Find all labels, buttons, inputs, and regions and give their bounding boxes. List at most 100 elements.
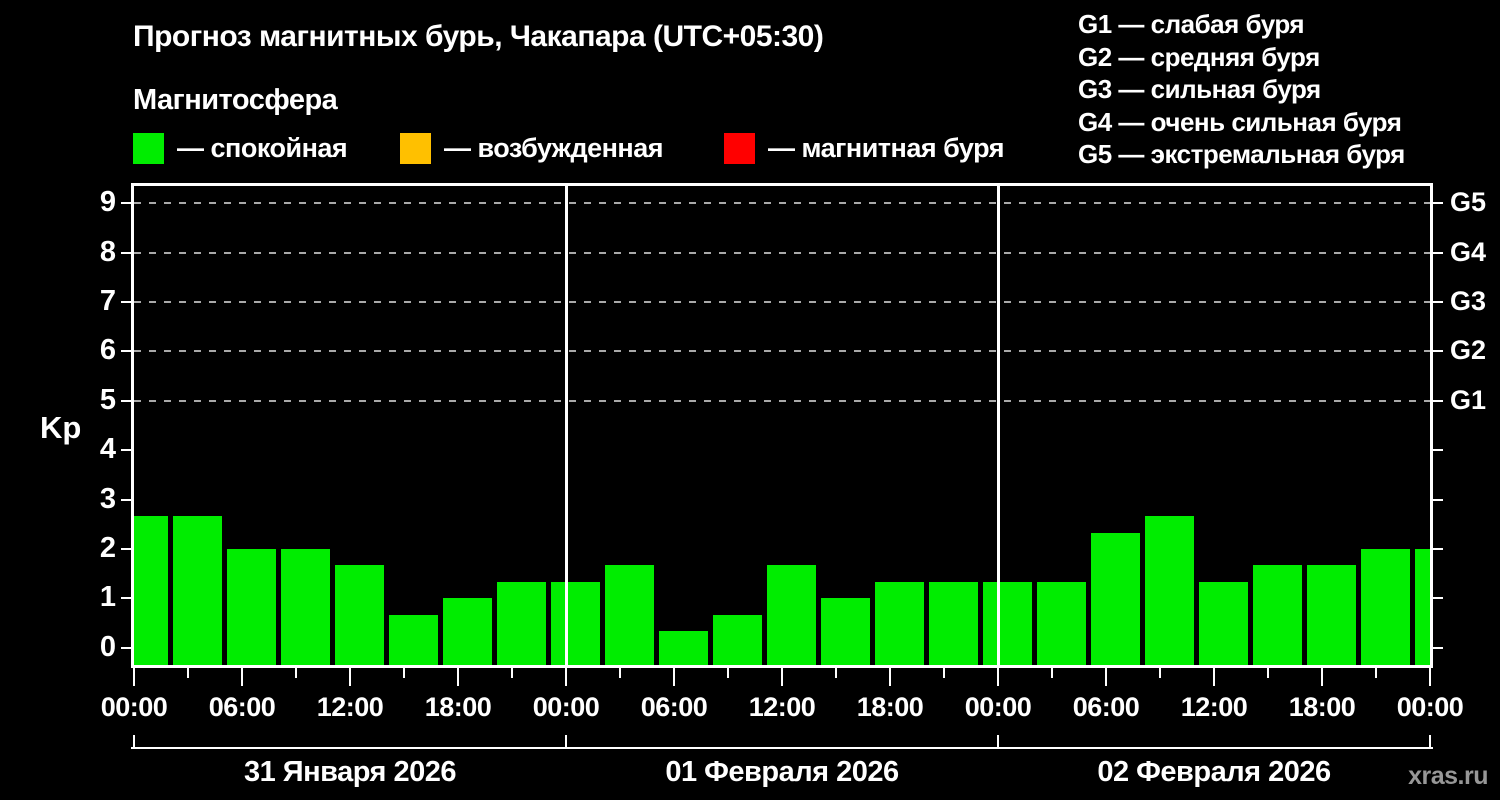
right-axis-tick bbox=[1433, 498, 1443, 501]
x-axis-minor-tick bbox=[295, 668, 297, 678]
y-axis-tick-label: 6 bbox=[99, 334, 116, 367]
x-axis-minor-tick bbox=[187, 668, 189, 678]
x-axis-major-tick bbox=[1105, 668, 1107, 686]
kp-bar bbox=[496, 582, 546, 665]
watermark: xras.ru bbox=[1408, 762, 1488, 790]
y-axis-tick bbox=[121, 646, 131, 649]
page-title: Прогноз магнитных бурь, Чакапара (UTC+05… bbox=[133, 20, 824, 53]
kp-gridline bbox=[134, 202, 1430, 205]
kp-bar bbox=[226, 548, 276, 665]
kp-gridline bbox=[134, 350, 1430, 353]
day-bracket-tick bbox=[997, 735, 999, 747]
kp-bar bbox=[766, 565, 816, 665]
x-axis-time-label: 12:00 bbox=[316, 692, 384, 722]
kp-bar bbox=[658, 631, 708, 665]
kp-bar bbox=[134, 515, 168, 665]
y-axis-tick bbox=[121, 547, 131, 550]
x-axis-time-label: 00:00 bbox=[100, 692, 168, 722]
x-axis-major-tick bbox=[1429, 668, 1431, 686]
day-bracket-tick bbox=[1429, 735, 1431, 747]
date-label: 01 Февраля 2026 bbox=[665, 756, 899, 788]
storm-scale-g3: G3 — сильная буря bbox=[1078, 74, 1321, 104]
kp-bar bbox=[550, 582, 600, 665]
x-axis-time-label: 00:00 bbox=[1396, 692, 1464, 722]
kp-bar bbox=[442, 598, 492, 665]
kp-bar bbox=[388, 614, 438, 665]
x-axis-time-label: 06:00 bbox=[1072, 692, 1140, 722]
right-axis-tick bbox=[1433, 597, 1443, 600]
x-axis-major-tick bbox=[133, 668, 135, 686]
kp-bar bbox=[1036, 582, 1086, 665]
x-axis-time-label: 18:00 bbox=[856, 692, 924, 722]
day-boundary-line bbox=[996, 186, 1000, 665]
right-axis-tick bbox=[1433, 350, 1443, 353]
kp-bar bbox=[928, 582, 978, 665]
kp-bar bbox=[1252, 565, 1302, 665]
kp-bar bbox=[1414, 548, 1430, 665]
kp-bar bbox=[1144, 515, 1194, 665]
kp-bar bbox=[820, 598, 870, 665]
right-axis-tick bbox=[1433, 251, 1443, 254]
g-level-label: G1 bbox=[1450, 384, 1487, 415]
kp-gridline bbox=[134, 301, 1430, 304]
legend-label-quiet: — спокойная bbox=[177, 132, 348, 163]
kp-bar bbox=[874, 582, 924, 665]
x-axis-time-label: 00:00 bbox=[532, 692, 600, 722]
y-axis-tick bbox=[121, 251, 131, 254]
x-axis-time-label: 06:00 bbox=[208, 692, 276, 722]
kp-bar bbox=[334, 565, 384, 665]
g-level-label: G2 bbox=[1450, 335, 1487, 366]
x-axis-major-tick bbox=[349, 668, 351, 686]
x-axis-major-tick bbox=[997, 668, 999, 686]
y-axis-tick-label: 0 bbox=[99, 630, 116, 663]
y-axis-tick-label: 8 bbox=[99, 235, 116, 268]
y-axis-tick-label: 2 bbox=[99, 531, 116, 564]
date-label: 31 Января 2026 bbox=[243, 756, 457, 788]
kp-bar bbox=[280, 548, 330, 665]
magnetosphere-legend: — спокойная — возбужденная — магнитная б… bbox=[0, 131, 1100, 165]
legend-item-excited: — возбужденная bbox=[400, 131, 663, 165]
legend-label-storm: — магнитная буря bbox=[768, 132, 1004, 163]
legend-label-excited: — возбужденная bbox=[444, 132, 663, 163]
x-axis-minor-tick bbox=[1051, 668, 1053, 678]
y-axis-title: Kp bbox=[40, 410, 82, 445]
day-bracket-tick bbox=[133, 735, 135, 747]
y-axis-tick bbox=[121, 449, 131, 452]
day-boundary-line bbox=[564, 186, 568, 665]
x-axis-minor-tick bbox=[943, 668, 945, 678]
g-level-label: G4 bbox=[1450, 236, 1487, 267]
kp-bar bbox=[172, 515, 222, 665]
y-axis-tick-label: 3 bbox=[99, 482, 116, 515]
kp-bar bbox=[1198, 582, 1248, 665]
kp-bar bbox=[1360, 548, 1410, 665]
right-axis-tick bbox=[1433, 301, 1443, 304]
x-axis-major-tick bbox=[1321, 668, 1323, 686]
x-axis-time-label: 12:00 bbox=[1180, 692, 1248, 722]
right-axis-tick bbox=[1433, 449, 1443, 452]
kp-bar bbox=[1306, 565, 1356, 665]
x-axis-major-tick bbox=[565, 668, 567, 686]
storm-color-swatch bbox=[724, 132, 755, 164]
storm-scale-g1: G1 — слабая буря bbox=[1078, 9, 1305, 39]
x-axis-time-label: 12:00 bbox=[748, 692, 816, 722]
x-axis-minor-tick bbox=[1159, 668, 1161, 678]
x-axis-major-tick bbox=[241, 668, 243, 686]
y-axis-tick bbox=[121, 202, 131, 205]
day-bracket-line bbox=[131, 747, 1433, 749]
y-axis-tick-label: 7 bbox=[99, 285, 116, 318]
x-axis-major-tick bbox=[457, 668, 459, 686]
x-axis-minor-tick bbox=[403, 668, 405, 678]
kp-bar bbox=[604, 565, 654, 665]
y-axis-tick bbox=[121, 350, 131, 353]
kp-gridline bbox=[134, 251, 1430, 254]
x-axis-time-label: 18:00 bbox=[1288, 692, 1356, 722]
legend-item-storm: — магнитная буря bbox=[724, 131, 1004, 165]
y-axis-tick bbox=[121, 498, 131, 501]
quiet-color-swatch bbox=[133, 132, 164, 164]
x-axis-minor-tick bbox=[1375, 668, 1377, 678]
storm-scale-g4: G4 — очень сильная буря bbox=[1078, 106, 1402, 137]
kp-bar bbox=[982, 582, 1032, 665]
plot-area bbox=[131, 183, 1433, 668]
storm-scale-g2: G2 — средняя буря bbox=[1078, 41, 1320, 72]
